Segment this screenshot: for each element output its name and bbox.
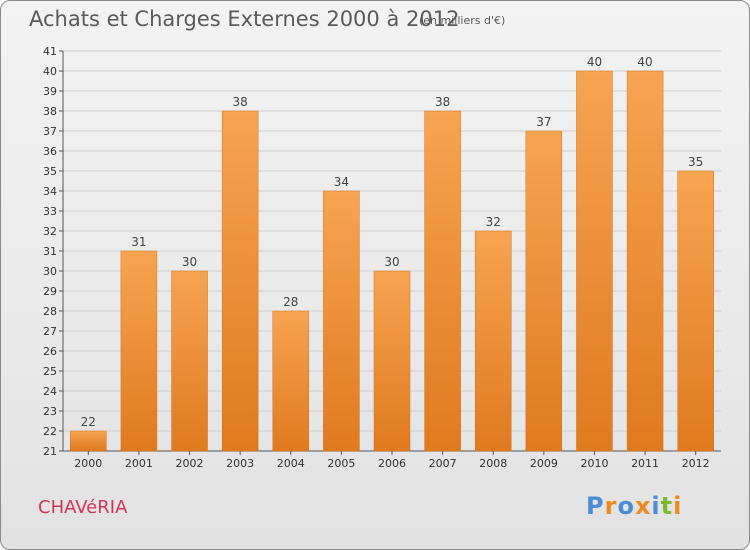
x-tick-label-2006: 2006: [378, 457, 406, 470]
value-label-2003: 38: [233, 95, 248, 109]
x-tick-label-2002: 2002: [176, 457, 204, 470]
value-label-2000: 22: [81, 415, 96, 429]
value-label-2002: 30: [182, 255, 197, 269]
logo-letter: i: [673, 492, 683, 520]
x-tick-label-2001: 2001: [125, 457, 153, 470]
y-tick-label: 41: [43, 45, 57, 58]
y-tick-label: 34: [43, 185, 57, 198]
bar-2005: [323, 190, 360, 452]
y-tick-label: 35: [43, 165, 57, 178]
x-tick-label-2000: 2000: [74, 457, 102, 470]
bar-2000: [70, 430, 107, 452]
x-tick-label-2004: 2004: [277, 457, 305, 470]
value-label-2011: 40: [637, 55, 652, 69]
x-tick-label-2012: 2012: [682, 457, 710, 470]
bar-2012: [677, 170, 714, 452]
bar-2001: [120, 250, 158, 452]
bar-2006: [373, 270, 411, 452]
y-tick-label: 23: [43, 405, 57, 418]
value-label-2012: 35: [688, 155, 703, 169]
logo-letter: x: [634, 492, 652, 520]
x-tick-label-2010: 2010: [580, 457, 608, 470]
x-tick-label-2008: 2008: [479, 457, 507, 470]
y-tick-label: 29: [43, 285, 57, 298]
y-tick-label: 22: [43, 425, 57, 438]
value-label-2010: 40: [587, 55, 602, 69]
bar-2004: [272, 310, 310, 452]
x-tick-label-2005: 2005: [327, 457, 355, 470]
y-tick-label: 33: [43, 205, 57, 218]
y-tick-label: 36: [43, 145, 57, 158]
value-label-2001: 31: [131, 235, 146, 249]
x-tick-label-2009: 2009: [530, 457, 558, 470]
bar-2002: [171, 270, 208, 452]
y-tick-label: 25: [43, 365, 57, 378]
bar-2011: [626, 70, 664, 452]
value-label-2004: 28: [283, 295, 298, 309]
bar-2008: [474, 230, 512, 452]
y-tick-label: 27: [43, 325, 57, 338]
logo-letter: i: [651, 492, 661, 520]
y-tick-label: 39: [43, 85, 57, 98]
y-tick-label: 26: [43, 345, 57, 358]
y-tick-label: 24: [43, 385, 57, 398]
bar-2010: [576, 70, 613, 452]
x-tick-label-2003: 2003: [226, 457, 254, 470]
bar-2003: [221, 110, 259, 452]
place-name: CHAVéRIA: [38, 497, 128, 518]
bar-2007: [424, 110, 461, 452]
value-label-2009: 37: [536, 115, 551, 129]
logo-letter: o: [617, 492, 635, 520]
value-label-2006: 30: [384, 255, 399, 269]
proxiti-logo[interactable]: Proxiti: [586, 492, 682, 520]
y-tick-label: 38: [43, 105, 57, 118]
y-tick-label: 32: [43, 225, 57, 238]
y-tick-label: 40: [43, 65, 57, 78]
value-label-2008: 32: [486, 215, 501, 229]
y-tick-label: 37: [43, 125, 57, 138]
x-tick-labels: 2000 2001 2002 2003 2004 2005 2006 2007 2008 2009…: [74, 451, 710, 470]
logo-letter: r: [604, 492, 618, 520]
y-tick-label: 31: [43, 245, 57, 258]
value-labels: 22 31 30 38 28 34 30 38 32 37 40 40 35: [81, 55, 704, 429]
value-label-2005: 34: [334, 175, 349, 189]
y-tick-label: 21: [43, 445, 57, 458]
chart-subtitle: (en milliers d'€): [419, 14, 506, 27]
chart-title: Achats et Charges Externes 2000 à 2012: [29, 7, 460, 31]
bars: [70, 70, 714, 452]
bar-2009: [525, 130, 563, 452]
x-tick-label-2011: 2011: [631, 457, 659, 470]
logo-letter: P: [586, 492, 605, 520]
x-tick-label-2007: 2007: [429, 457, 457, 470]
y-tick-label: 28: [43, 305, 57, 318]
y-tick-labels: 21 22 23 24 25 26 27 28 29 30 31 32 33 34 35 36 37 38 39 40…: [43, 45, 57, 458]
logo-letter: t: [660, 492, 674, 520]
value-label-2007: 38: [435, 95, 450, 109]
y-tick-label: 30: [43, 265, 57, 278]
